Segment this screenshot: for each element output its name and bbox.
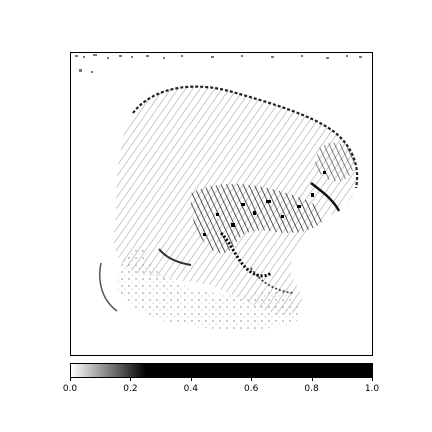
colorbar-tick-label: 0.6 [244, 384, 259, 394]
animal-silhouette [99, 85, 359, 330]
top-edge-noise [75, 54, 362, 73]
colorbar-tick-row: 0.0 0.2 0.4 0.6 0.8 1.0 [63, 378, 379, 398]
colorbar [70, 363, 373, 378]
colorbar-gradient [71, 364, 372, 377]
heatmap-panel [70, 52, 373, 356]
colorbar-tick-mark [372, 378, 373, 381]
colorbar-tick-mark [251, 378, 253, 381]
colorbar-tick-mark [311, 378, 313, 381]
colorbar-tick-label: 0.2 [123, 384, 138, 394]
colorbar-tick-mark [130, 378, 132, 381]
colorbar-tick-label: 0.8 [304, 384, 319, 394]
colorbar-tick-label: 0.4 [183, 384, 198, 394]
colorbar-tick-mark [70, 378, 71, 381]
heatmap-image [75, 54, 362, 330]
colorbar-tick-mark [190, 378, 192, 381]
colorbar-tick-label: 0.0 [62, 384, 78, 394]
colorbar-tick-label: 1.0 [364, 384, 380, 394]
